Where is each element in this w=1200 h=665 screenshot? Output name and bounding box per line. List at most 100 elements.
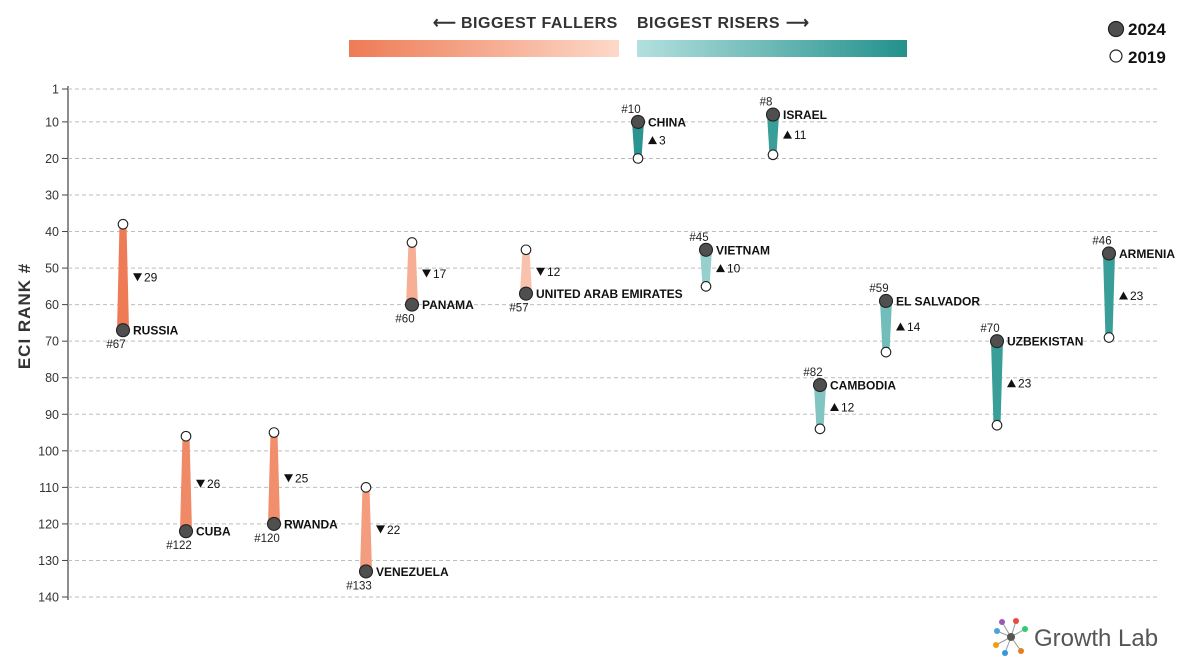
legend-marker-2024 [1107, 20, 1125, 38]
logo-text: Growth Lab [1034, 625, 1158, 652]
country-label: CAMBODIA [830, 379, 896, 393]
change-label: 12 [547, 265, 561, 279]
marker-2019 [991, 419, 1003, 431]
change-label: 11 [794, 128, 807, 142]
country-label: CUBA [196, 525, 231, 539]
change-bar [991, 341, 1003, 426]
legend-label-2019: 2019 [1128, 48, 1166, 67]
risers-gradient-bar [637, 40, 907, 57]
change-bar [117, 224, 129, 331]
fallers-arrow-icon: ⟵ [433, 15, 456, 32]
up-triangle-icon [896, 322, 905, 331]
y-tick-label: 70 [45, 335, 59, 349]
down-triangle-icon [284, 474, 293, 483]
legend-label-2024: 2024 [1128, 20, 1166, 39]
change-label: 22 [387, 523, 401, 537]
marker-2024 [115, 323, 131, 338]
rank-label: #122 [166, 540, 192, 552]
y-tick-label: 60 [45, 298, 59, 312]
y-tick-label: 130 [38, 554, 59, 568]
marker-2019 [767, 149, 779, 161]
change-label: 10 [727, 262, 741, 276]
marker-2024 [698, 242, 714, 257]
y-tick-label: 100 [38, 444, 59, 458]
country-label: EL SALVADOR [896, 294, 980, 308]
marker-2024 [358, 564, 374, 579]
up-triangle-icon [1007, 379, 1016, 388]
marker-2019 [117, 218, 129, 230]
rank-label: #60 [395, 314, 414, 326]
y-tick-label: 20 [45, 152, 59, 166]
change-bar [700, 249, 712, 287]
dumbbell-united-arab-emirates: UNITED ARAB EMIRATES #57 12 [509, 244, 683, 315]
change-label: 12 [841, 400, 855, 414]
change-bar [360, 487, 372, 572]
rank-label: #120 [254, 533, 280, 545]
dumbbell-cambodia: CAMBODIA #82 12 [803, 367, 896, 435]
marker-2019 [268, 427, 280, 438]
marker-2019 [360, 482, 372, 493]
marker-2024 [178, 524, 194, 539]
marker-2019 [1103, 332, 1115, 343]
dumbbell-china: CHINA #10 3 [621, 104, 686, 164]
y-tick-label: 110 [39, 481, 59, 495]
change-bar [1103, 253, 1115, 338]
up-triangle-icon [648, 136, 657, 145]
change-label: 25 [295, 472, 309, 486]
country-label: PANAMA [422, 298, 474, 312]
country-label: CHINA [648, 115, 686, 129]
dumbbell-uzbekistan: UZBEKISTAN #70 23 [980, 323, 1083, 431]
country-label: VIETNAM [716, 243, 770, 257]
marker-2024 [266, 516, 282, 531]
change-label: 23 [1018, 377, 1032, 391]
up-triangle-icon [1119, 291, 1128, 300]
y-tick-label: 10 [45, 115, 59, 129]
country-label: ARMENIA [1119, 247, 1175, 261]
dumbbell-rwanda: RWANDA #120 25 [254, 427, 338, 545]
marker-2024 [1101, 246, 1117, 261]
marker-2024 [404, 297, 420, 312]
change-label: 26 [207, 477, 221, 491]
marker-2024 [989, 334, 1005, 349]
dumbbell-marks: RUSSIA #67 29 CUBA #122 26 RWANDA #120 25 VENEZUE… [106, 97, 1175, 593]
up-triangle-icon [716, 264, 725, 273]
rank-label: #10 [621, 104, 640, 116]
growth-lab-logo: Growth Lab [993, 618, 1158, 656]
marker-2019 [406, 237, 418, 248]
down-triangle-icon [536, 267, 545, 276]
header-fallers-label: BIGGEST FALLERS [461, 15, 618, 32]
change-bar [814, 385, 826, 429]
change-bar [632, 121, 644, 159]
change-bar [880, 300, 892, 353]
country-label: RUSSIA [133, 324, 179, 338]
y-tick-label: 40 [45, 225, 59, 239]
change-bar [406, 242, 418, 305]
y-tick-label: 80 [45, 371, 59, 385]
country-label: VENEZUELA [376, 565, 449, 579]
up-triangle-icon [830, 402, 839, 411]
y-tick-label: 120 [38, 517, 59, 531]
change-label: 29 [144, 271, 158, 285]
marker-2024 [878, 293, 894, 309]
legend-marker-2019 [1109, 49, 1123, 63]
rank-label: #82 [803, 367, 822, 379]
change-label: 17 [433, 267, 447, 281]
y-tick-label: 1 [52, 83, 59, 97]
change-label: 3 [659, 134, 666, 148]
rank-label: #133 [346, 580, 372, 592]
y-tick-label: 90 [45, 408, 59, 422]
country-label: UZBEKISTAN [1007, 335, 1083, 349]
dumbbell-russia: RUSSIA #67 29 [106, 218, 179, 351]
down-triangle-icon [196, 479, 205, 488]
change-bar [767, 114, 779, 155]
dumbbell-cuba: CUBA #122 26 [166, 430, 231, 552]
dumbbell-vietnam: VIETNAM #45 10 [689, 232, 770, 292]
change-bar [268, 432, 280, 524]
country-label: ISRAEL [783, 108, 827, 122]
y-tick-label: 140 [38, 591, 59, 605]
rank-label: #45 [689, 232, 708, 244]
country-label: RWANDA [284, 517, 338, 531]
down-triangle-icon [376, 525, 385, 534]
dumbbell-armenia: ARMENIA #46 23 [1092, 235, 1175, 343]
